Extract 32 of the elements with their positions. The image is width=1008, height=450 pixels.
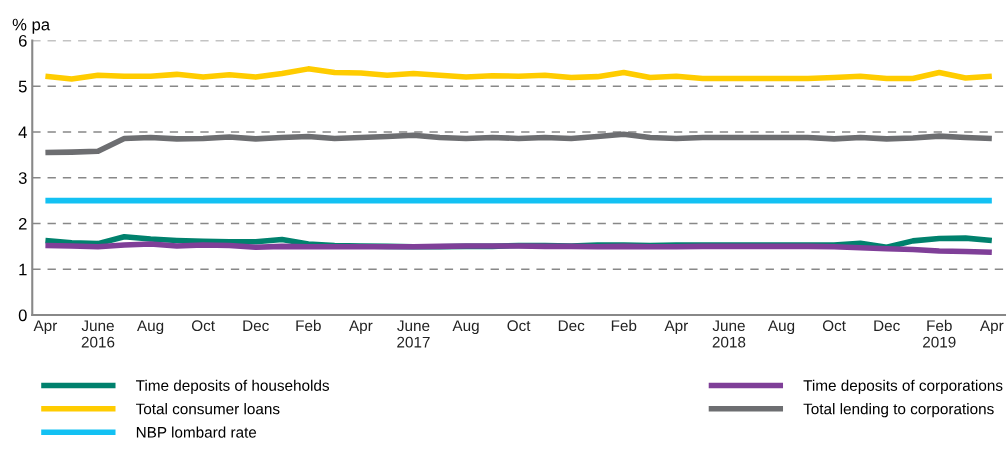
legend-label: Total consumer loans bbox=[136, 403, 280, 415]
legend-label: NBP lombard rate bbox=[136, 426, 257, 438]
y-tick-label: 4 bbox=[18, 126, 27, 139]
y-tick-label: 0 bbox=[18, 309, 27, 322]
legend-label: Total lending to corporations bbox=[803, 403, 994, 418]
x-tick-label: Oct bbox=[822, 320, 846, 332]
x-tick-label: Feb 2019 bbox=[923, 319, 956, 348]
x-tick-label: Aug bbox=[767, 320, 795, 335]
legend-label: Time deposits of corporations bbox=[803, 379, 1003, 394]
y-tick-label: 2 bbox=[18, 217, 27, 230]
y-tick-label: 6 bbox=[18, 34, 27, 47]
y-tick-label: 1 bbox=[19, 263, 27, 276]
x-tick-label: Apr bbox=[979, 320, 1004, 335]
y-axis-title: % pa bbox=[12, 18, 51, 34]
legend-label: Time deposits of households bbox=[136, 379, 330, 394]
x-tick-label: Dec bbox=[243, 320, 269, 332]
x-tick-label: Oct bbox=[191, 320, 215, 332]
x-tick-label: Apr bbox=[349, 320, 373, 335]
y-tick-label: 5 bbox=[18, 80, 27, 93]
x-tick-label: Feb bbox=[611, 319, 637, 332]
x-tick-label: Feb bbox=[296, 319, 321, 332]
y-tick-label: 3 bbox=[18, 172, 27, 184]
x-tick-label: Aug bbox=[137, 320, 164, 335]
x-tick-label: Apr bbox=[664, 320, 688, 335]
x-tick-label: Oct bbox=[507, 320, 531, 332]
x-tick-label: Aug bbox=[452, 320, 479, 335]
x-tick-label: Apr bbox=[33, 320, 58, 335]
x-tick-label: June 2018 bbox=[712, 320, 746, 348]
x-tick-label: Dec bbox=[874, 320, 900, 332]
x-tick-label: June 2017 bbox=[397, 320, 430, 348]
x-tick-label: Dec bbox=[558, 320, 585, 332]
x-tick-label: June 2016 bbox=[81, 320, 115, 348]
